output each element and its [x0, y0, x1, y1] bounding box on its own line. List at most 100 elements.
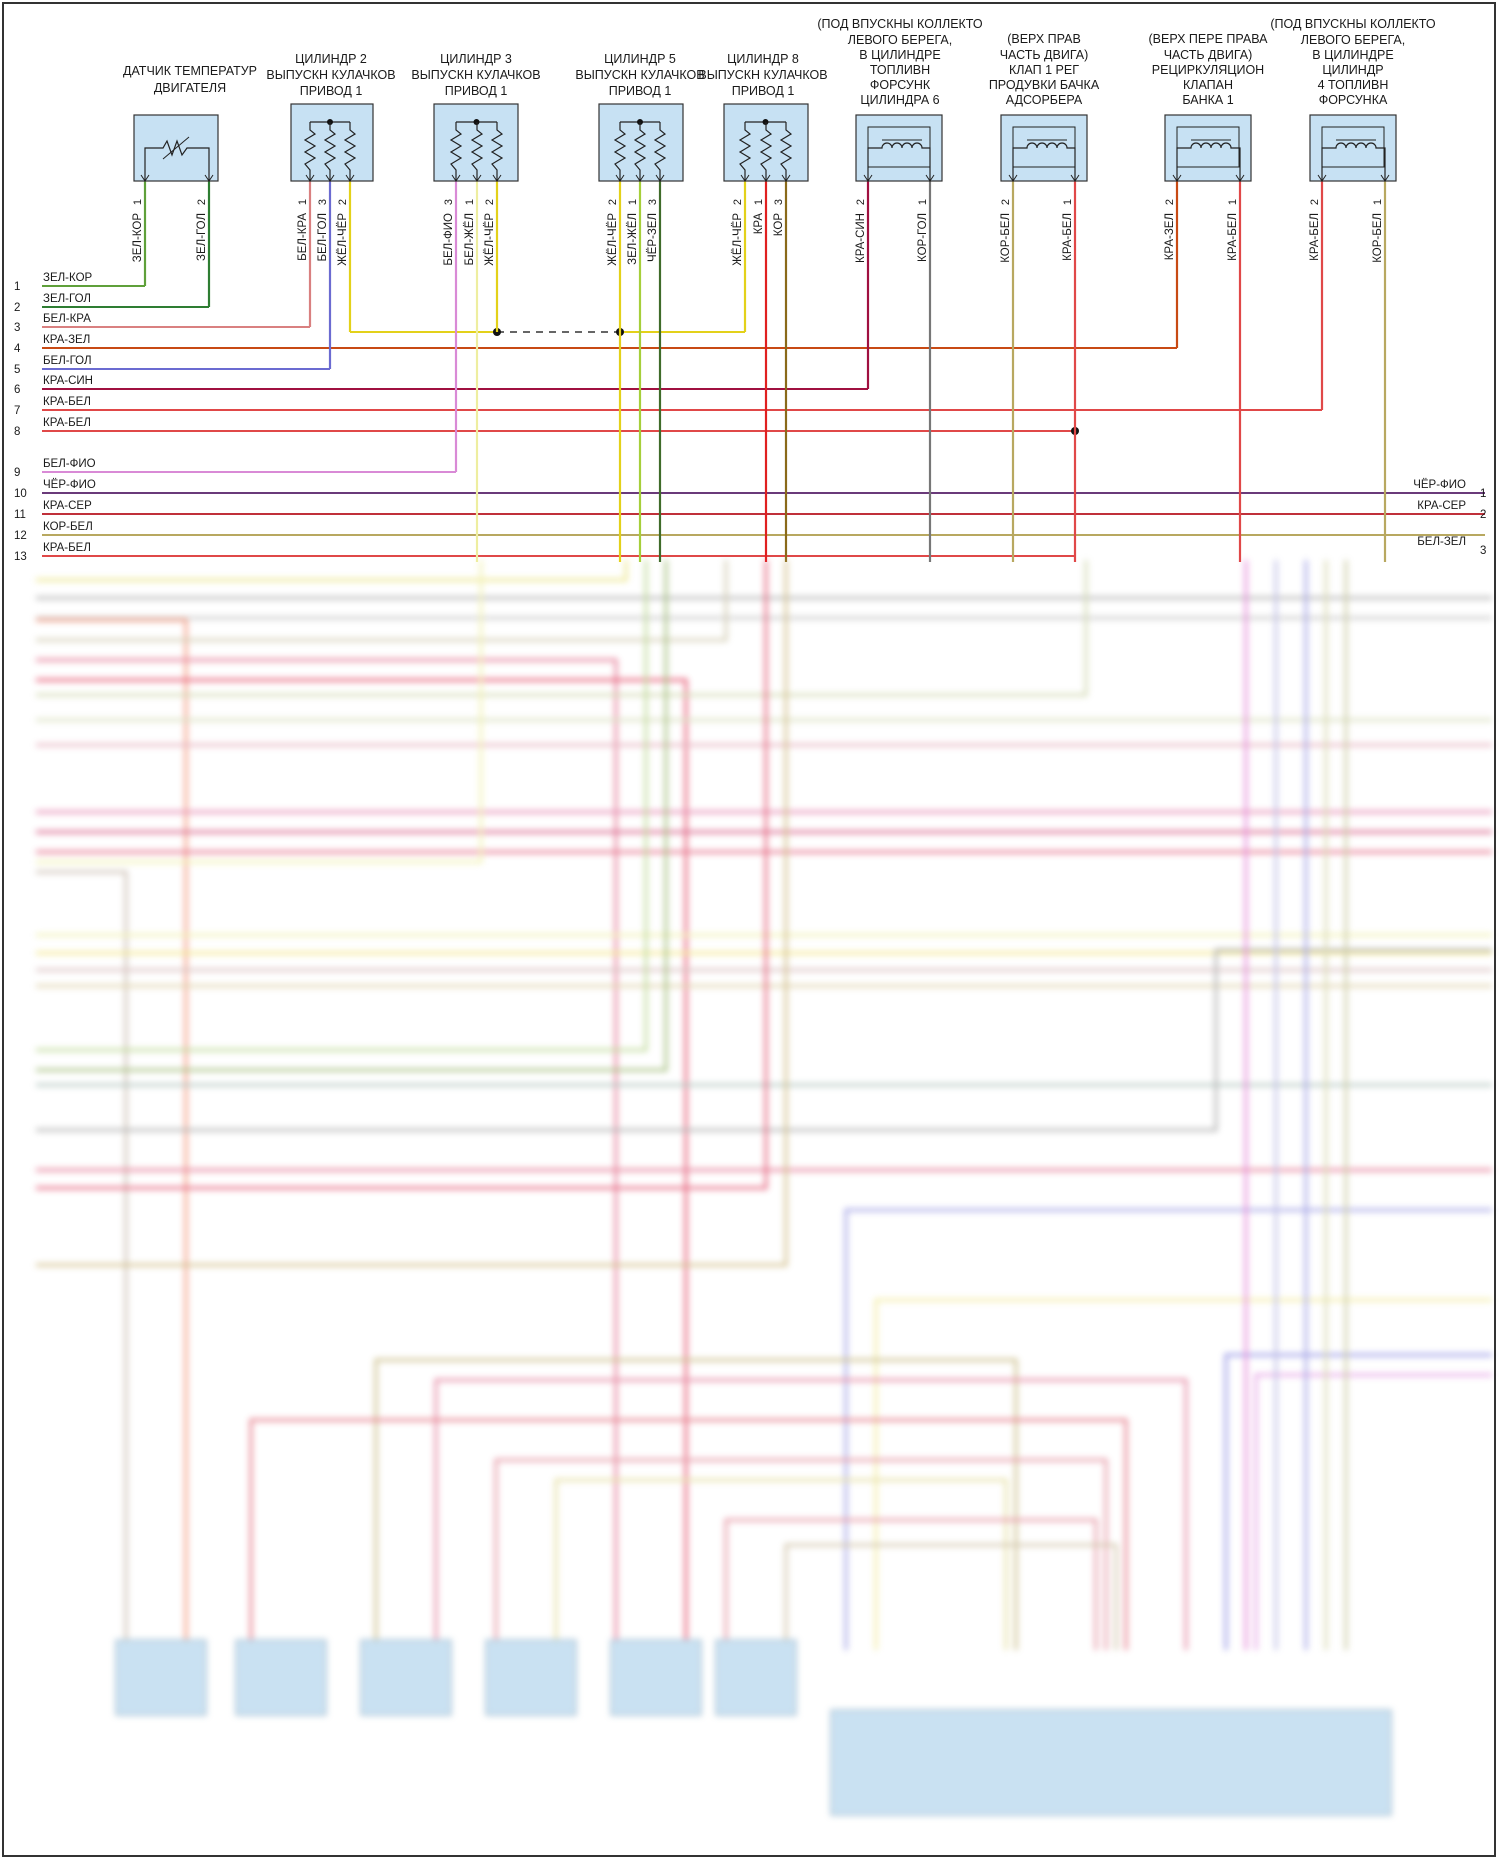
pin-number: 2 [1000, 199, 1012, 205]
row-label: КРА-БЕЛ [43, 417, 91, 429]
blur-component [485, 1639, 577, 1716]
pin-number: 1 [1062, 199, 1074, 205]
blur-wire [494, 1458, 1108, 1650]
row-number: 4 [14, 343, 21, 355]
component-c3: ЦИЛИНДР 3 ВЫПУСКН КУЛАЧКОВ ПРИВОД 1 3 БЕЛ-ФИ… [411, 52, 540, 266]
pin-arrow [1235, 174, 1245, 182]
pin-wire-label: ЗЕЛ-КОР [132, 213, 144, 263]
component-box [290, 103, 374, 182]
row-number: 12 [14, 530, 27, 542]
pin-number: 2 [855, 199, 867, 205]
resistor-symbol [779, 122, 793, 181]
pin-arrow [492, 174, 502, 182]
row-number: 1 [14, 281, 20, 293]
row-label: ЧЁР-ФИО [43, 479, 96, 491]
blur-wire [36, 560, 483, 864]
pin-arrow [925, 174, 935, 182]
component-title: ВЫПУСКН КУЛАЧКОВ [411, 68, 540, 82]
component-title: КЛАП 1 РЕГ [1009, 63, 1079, 77]
blur-wire [554, 1478, 1008, 1650]
blur-wire [36, 678, 688, 1655]
pin-number: 2 [484, 199, 496, 205]
component-title: (ВЕРХ ПРАВ [1007, 32, 1081, 46]
pin-wire-label: КРА-ЗЕЛ [1164, 213, 1176, 260]
component-title: ЦИЛИНДР 2 [295, 52, 367, 66]
pin-wire-label: БЕЛ-ЖЁЛ [464, 213, 476, 265]
blur-component [360, 1639, 452, 1716]
resistor-symbol [449, 122, 463, 181]
component-title: КЛАПАН [1183, 78, 1233, 92]
pin-wire-label: КРА-СИН [855, 213, 867, 263]
pin-number: 3 [317, 199, 329, 205]
component-c4: ЦИЛИНДР 5 ВЫПУСКН КУЛАЧКОВ ПРИВОД 1 2 ЖЁЛ-ЧЁ… [575, 52, 704, 266]
pin-wire-label: КРА [753, 213, 765, 235]
pin-number: 2 [196, 199, 208, 205]
pin-number: 3 [773, 199, 785, 205]
pin-arrow [451, 174, 461, 182]
lower-diagram-wires [36, 560, 1492, 1816]
pin-arrow [305, 174, 315, 182]
component-title: РЕЦИРКУЛЯЦИОН [1152, 63, 1264, 77]
component-title: ФОРСУНК [870, 78, 931, 92]
thermistor-symbol [144, 139, 210, 181]
blur-wire [724, 1518, 1098, 1650]
component-title: ЧАСТЬ ДВИГА) [1000, 48, 1089, 62]
coil-frame [1012, 126, 1076, 168]
component-title: ТОПЛИВН [870, 63, 930, 77]
pin-arrow [1172, 174, 1182, 182]
pin-wire-label: ЧЁР-ЗЕЛ [647, 213, 659, 262]
row-label: БЕЛ-ФИО [43, 458, 96, 470]
right-row-label: ЧЁР-ФИО [1413, 479, 1466, 491]
pin-wire-label: ЗЕЛ-ГОЛ [196, 213, 208, 261]
pin-number: 1 [1227, 199, 1239, 205]
component-title: (ПОД ВПУСКНЫ КОЛЛЕКТО [817, 17, 982, 31]
pin-arrow [863, 174, 873, 182]
resistor-symbol [633, 122, 647, 181]
pin-arrow [345, 174, 355, 182]
coil-symbol [1176, 142, 1241, 181]
blur-wire [36, 870, 128, 1650]
component-c8: (ВЕРХ ПЕРЕ ПРАВА ЧАСТЬ ДВИГА)РЕЦИРКУЛЯЦИО… [1149, 32, 1269, 261]
pin-number: 1 [917, 199, 929, 205]
blur-wire [36, 560, 668, 1072]
row-label: ЗЕЛ-ГОЛ [43, 293, 91, 305]
component-title: ДАТЧИК ТЕМПЕРАТУР [123, 64, 257, 78]
component-title: ЦИЛИНДР [1322, 63, 1383, 77]
blur-wire [434, 1378, 1188, 1650]
pin-arrow [472, 174, 482, 182]
pin-wire-label: КОР-БЕЛ [1000, 213, 1012, 263]
row-number: 7 [14, 405, 20, 417]
pin-arrow [1317, 174, 1327, 182]
component-title: ЛЕВОГО БЕРЕГА, [848, 33, 952, 47]
pin-arrow [740, 174, 750, 182]
blur-wire [784, 1543, 1118, 1650]
blur-wire [844, 1208, 1492, 1650]
component-title: ПРИВОД 1 [609, 84, 672, 98]
right-row-number: 1 [1480, 488, 1486, 500]
pin-wire-label: КРА-БЕЛ [1309, 213, 1321, 261]
component-title: ФОРСУНКА [1319, 93, 1388, 107]
component-title: ДВИГАТЕЛЯ [154, 81, 226, 95]
blur-wire [249, 1418, 1128, 1650]
component-title: 4 ТОПЛИВН [1318, 78, 1389, 92]
component-c7: (ВЕРХ ПРАВ ЧАСТЬ ДВИГА)КЛАП 1 РЕГПРОДУВКИ… [989, 32, 1100, 263]
pin-number: 1 [132, 199, 144, 205]
blur-wire [1254, 1373, 1492, 1650]
pin-wire-label: КРА-БЕЛ [1227, 213, 1239, 261]
component-title: ВЫПУСКН КУЛАЧКОВ [266, 68, 395, 82]
row-number: 6 [14, 384, 20, 396]
resistor-symbol [738, 122, 752, 181]
pin-arrow [781, 174, 791, 182]
component-c2: ЦИЛИНДР 2 ВЫПУСКН КУЛАЧКОВ ПРИВОД 1 1 БЕЛ-КР… [266, 52, 395, 266]
component-title: (ВЕРХ ПЕРЕ ПРАВА [1149, 32, 1269, 46]
pin-number: 1 [464, 199, 476, 205]
resistor-symbol [613, 122, 627, 181]
blur-wire [36, 560, 628, 582]
pin-arrow [140, 174, 150, 182]
blur-wire [36, 560, 1088, 697]
blur-component [235, 1639, 327, 1716]
component-title: ПРИВОД 1 [732, 84, 795, 98]
right-row-number: 3 [1480, 545, 1486, 557]
wires-layer [42, 181, 1485, 562]
pin-wire-label: ЖЁЛ-ЧЁР [732, 213, 744, 266]
